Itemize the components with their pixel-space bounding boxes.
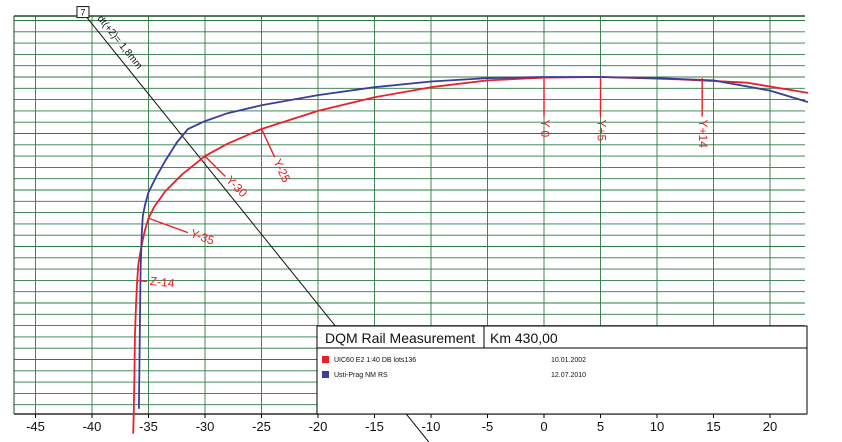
x-tick-label: 5 <box>597 419 604 434</box>
annotation-tick <box>204 155 226 177</box>
x-tick-label: 15 <box>706 419 720 434</box>
x-tick-label: -45 <box>26 419 45 434</box>
slope-marker-box <box>76 6 90 19</box>
x-tick-label: 10 <box>650 419 664 434</box>
x-axis-ticks: -45 -40 -35 -30 -25 -20 -15 -10 -5 0 5 10 15 20 <box>26 414 777 434</box>
annotation-label: Y-30 <box>223 173 250 200</box>
x-tick-label: 20 <box>763 419 777 434</box>
legend-swatch-uic60 <box>322 356 329 363</box>
x-tick-label: -30 <box>196 419 215 434</box>
x-tick-label: -20 <box>309 419 328 434</box>
annotation-label: Y-35 <box>189 226 217 248</box>
annotation-tick <box>148 217 189 234</box>
x-tick-label: -25 <box>252 419 271 434</box>
info-box: DQM Rail Measurement Km 430,00 UIC60 E2 … <box>316 325 808 415</box>
annotation-tick <box>137 279 147 283</box>
legend-date-uic60: 10.01.2002 <box>551 357 586 364</box>
x-tick-label: 0 <box>540 419 547 434</box>
info-box-km: Km 430,00 <box>490 330 558 346</box>
measurement-annotations: Y-0 Y+5 Y+14 Y-25 Y-30 Y-35 Z-14 <box>137 77 710 290</box>
legend-date-usti: 12.07.2010 <box>551 372 586 379</box>
legend-label-usti: Usti-Prag NM RS <box>334 372 388 379</box>
legend-swatch-usti <box>322 371 329 378</box>
annotation-tick <box>260 128 276 158</box>
annotation-label: Y+14 <box>696 120 710 149</box>
annotation-label: Y-0 <box>538 120 552 138</box>
x-tick-label: -10 <box>422 419 441 434</box>
legend-label-uic60: UIC60 E2 1:40 DB lots136 <box>334 357 416 364</box>
slope-marker-box-label: 7 <box>80 8 85 18</box>
x-tick-label: -35 <box>139 419 158 434</box>
x-tick-label: -15 <box>365 419 384 434</box>
annotation-label: Z-14 <box>149 274 175 291</box>
info-box-title: DQM Rail Measurement <box>325 330 475 346</box>
info-box-background <box>316 325 808 415</box>
x-tick-label: -40 <box>83 419 102 434</box>
slope-line-label: dt(+2)= 1,8mm <box>95 14 145 72</box>
x-tick-label: -5 <box>482 419 494 434</box>
annotation-label: Y-25 <box>270 157 293 185</box>
annotation-label: Y+5 <box>594 120 608 142</box>
